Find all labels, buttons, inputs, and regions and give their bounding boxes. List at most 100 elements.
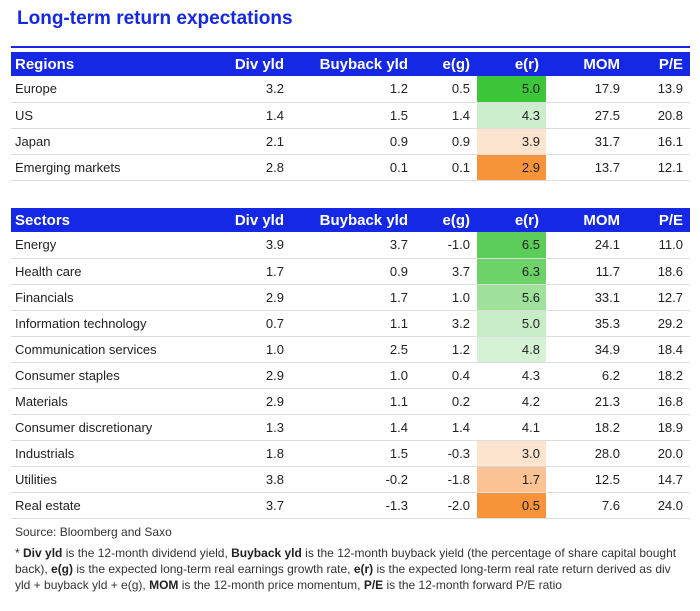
cell-er: 3.0 (477, 440, 546, 467)
footnote-term-div-yld: Div yld (23, 546, 63, 560)
row-name: Financials (11, 284, 216, 311)
header-div-yld: Div yld (216, 52, 291, 76)
cell-pe: 18.9 (627, 414, 690, 441)
cell-pe: 18.2 (627, 362, 690, 389)
cell-div-yld: 1.8 (216, 440, 291, 467)
cell-buyback-yld: 2.5 (291, 336, 415, 363)
header-mom: MOM (546, 208, 627, 232)
header-div-yld: Div yld (216, 208, 291, 232)
table-row: US 1.4 1.5 1.4 4.3 27.5 20.8 (11, 102, 690, 129)
footnote-term-er: e(r) (353, 562, 374, 576)
cell-div-yld: 1.7 (216, 258, 291, 285)
row-name: Consumer staples (11, 362, 216, 389)
footnote-text: * (15, 546, 24, 560)
cell-div-yld: 1.0 (216, 336, 291, 363)
cell-mom: 11.7 (546, 258, 627, 285)
table-row: Financials 2.9 1.7 1.0 5.6 33.1 12.7 (11, 284, 690, 311)
table-row: Communication services 1.0 2.5 1.2 4.8 34.9 18… (11, 336, 690, 363)
row-name: Energy (11, 232, 216, 259)
footnote-text: is the expected long-term real rate retu… (15, 562, 671, 592)
cell-mom: 18.2 (546, 414, 627, 441)
cell-buyback-yld: 0.9 (291, 128, 415, 155)
cell-eg: -2.0 (415, 492, 477, 519)
header-buyback-yld: Buyback yld (291, 208, 415, 232)
cell-div-yld: 0.7 (216, 310, 291, 337)
footnote-text: is the 12-month price momentum, (178, 578, 364, 592)
cell-er: 4.3 (477, 362, 546, 389)
footnote-text: is the expected long-term real earnings … (73, 562, 354, 576)
header-eg: e(g) (415, 208, 477, 232)
cell-mom: 27.5 (546, 102, 627, 129)
cell-div-yld: 2.9 (216, 388, 291, 415)
table-row: Utilities 3.8 -0.2 -1.8 1.7 12.5 14.7 (11, 466, 690, 493)
cell-er: 5.0 (477, 76, 546, 103)
source-note: Source: Bloomberg and Saxo (15, 525, 172, 539)
cell-mom: 33.1 (546, 284, 627, 311)
cell-eg: 0.1 (415, 154, 477, 181)
cell-er: 3.9 (477, 128, 546, 155)
cell-er: 6.3 (477, 258, 546, 285)
cell-buyback-yld: -1.3 (291, 492, 415, 519)
cell-eg: -1.0 (415, 232, 477, 259)
title-rule (11, 46, 690, 48)
cell-pe: 16.1 (627, 128, 690, 155)
row-name: Materials (11, 388, 216, 415)
header-er: e(r) (477, 52, 546, 76)
header-pe: P/E (627, 52, 690, 76)
sectors-header-row: Sectors Div yld Buyback yld e(g) e(r) MO… (11, 208, 690, 232)
cell-pe: 20.0 (627, 440, 690, 467)
cell-pe: 18.6 (627, 258, 690, 285)
cell-div-yld: 1.3 (216, 414, 291, 441)
cell-div-yld: 3.7 (216, 492, 291, 519)
footnote-term-eg: e(g) (51, 562, 74, 576)
header-mom: MOM (546, 52, 627, 76)
row-name: Utilities (11, 466, 216, 493)
cell-buyback-yld: 1.1 (291, 310, 415, 337)
footnote-text: is the 12-month forward P/E ratio (383, 578, 562, 592)
cell-mom: 28.0 (546, 440, 627, 467)
footnote-text: is the 12-month buyback yield (the perce… (15, 546, 677, 576)
cell-eg: 1.4 (415, 414, 477, 441)
cell-eg: 1.2 (415, 336, 477, 363)
cell-mom: 21.3 (546, 388, 627, 415)
cell-buyback-yld: 1.2 (291, 76, 415, 103)
cell-div-yld: 2.8 (216, 154, 291, 181)
cell-buyback-yld: 0.9 (291, 258, 415, 285)
cell-eg: 0.4 (415, 362, 477, 389)
cell-buyback-yld: 0.1 (291, 154, 415, 181)
header-er: e(r) (477, 208, 546, 232)
table-row: Consumer staples 2.9 1.0 0.4 4.3 6.2 18.2 (11, 362, 690, 389)
cell-er: 4.2 (477, 388, 546, 415)
cell-pe: 14.7 (627, 466, 690, 493)
cell-eg: 1.4 (415, 102, 477, 129)
cell-mom: 6.2 (546, 362, 627, 389)
cell-mom: 24.1 (546, 232, 627, 259)
cell-div-yld: 2.1 (216, 128, 291, 155)
page-title: Long-term return expectations (17, 8, 293, 29)
footnote: * Div yld is the 12-month dividend yield… (15, 545, 685, 593)
cell-er: 4.8 (477, 336, 546, 363)
row-name: Health care (11, 258, 216, 285)
cell-div-yld: 3.2 (216, 76, 291, 103)
row-name: Japan (11, 128, 216, 155)
cell-div-yld: 3.9 (216, 232, 291, 259)
cell-div-yld: 2.9 (216, 284, 291, 311)
cell-eg: 0.9 (415, 128, 477, 155)
header-buyback-yld: Buyback yld (291, 52, 415, 76)
cell-er: 4.1 (477, 414, 546, 441)
cell-buyback-yld: 1.5 (291, 102, 415, 129)
cell-mom: 13.7 (546, 154, 627, 181)
regions-header-row: Regions Div yld Buyback yld e(g) e(r) MO… (11, 52, 690, 76)
cell-er: 2.9 (477, 154, 546, 181)
table-row: Materials 2.9 1.1 0.2 4.2 21.3 16.8 (11, 388, 690, 415)
row-name: Consumer discretionary (11, 414, 216, 441)
cell-er: 5.0 (477, 310, 546, 337)
cell-mom: 17.9 (546, 76, 627, 103)
cell-eg: 3.7 (415, 258, 477, 285)
row-name: Information technology (11, 310, 216, 337)
cell-pe: 11.0 (627, 232, 690, 259)
sectors-header-label: Sectors (11, 208, 216, 232)
table-row: Real estate 3.7 -1.3 -2.0 0.5 7.6 24.0 (11, 492, 690, 519)
footnote-text: is the 12-month dividend yield, (62, 546, 232, 560)
cell-pe: 24.0 (627, 492, 690, 519)
